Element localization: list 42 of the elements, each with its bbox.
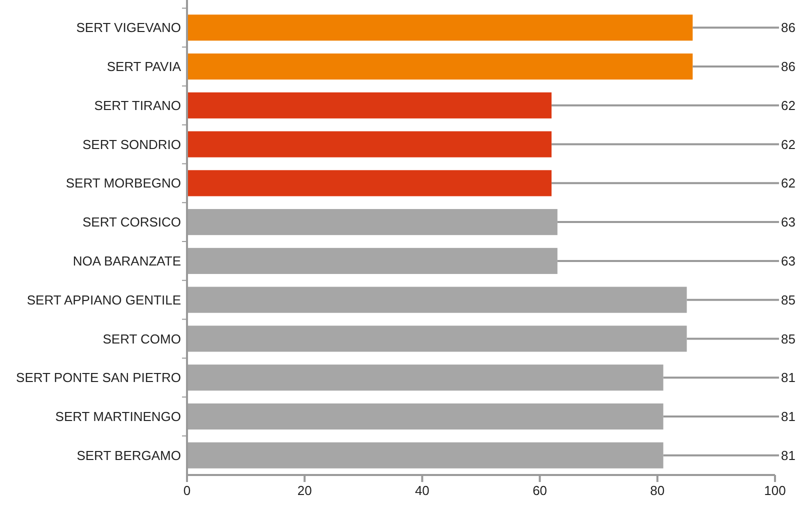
y-tick-label: SERT MORBEGNO — [66, 176, 181, 191]
y-tick-label: NOA BARANZATE — [72, 253, 182, 268]
y-tick-label: SERT MARTINENGO — [55, 409, 181, 424]
data-label: 85 — [781, 331, 796, 346]
y-tick-label: SERT TIRANO — [94, 98, 181, 113]
bar — [187, 170, 552, 196]
y-tick-label: SERT PAVIA — [106, 59, 182, 74]
y-tick-label: SERT PONTE SAN PIETRO — [16, 370, 181, 386]
data-label: 63 — [781, 214, 796, 230]
x-tick-label: 80 — [650, 483, 665, 498]
data-label: 63 — [781, 253, 796, 268]
y-tick-label: SERT APPIANO GENTILE — [26, 292, 182, 308]
y-tick-label: SERT CORSICO — [82, 214, 181, 230]
bar — [187, 326, 687, 352]
data-label: 81 — [781, 409, 796, 424]
bar — [187, 442, 664, 468]
data-label: 62 — [781, 136, 796, 152]
x-tick-label: 0 — [183, 483, 191, 498]
bar — [187, 403, 664, 430]
data-label: 85 — [781, 292, 796, 308]
y-tick-label: SERT SONDRIO — [82, 136, 181, 152]
y-tick-label: SERT BERGAMO — [76, 448, 181, 463]
data-label: 86 — [781, 59, 796, 74]
bar — [187, 92, 552, 118]
bar — [187, 53, 693, 80]
data-label: 81 — [781, 370, 796, 386]
data-label: 86 — [781, 20, 796, 36]
bar — [187, 14, 693, 41]
y-tick-label: SERT VIGEVANO — [76, 20, 181, 36]
y-tick-label: SERT COMO — [102, 331, 181, 346]
x-tick-label: 100 — [764, 483, 786, 498]
x-tick-label: 20 — [297, 483, 312, 498]
bar — [187, 286, 687, 313]
bar — [187, 248, 558, 274]
data-label: 62 — [781, 98, 796, 113]
data-label: 81 — [781, 448, 796, 463]
x-tick-label: 40 — [414, 483, 430, 498]
bar — [187, 209, 558, 236]
bar — [187, 364, 664, 391]
bar — [187, 131, 552, 158]
data-label: 62 — [781, 176, 796, 191]
x-tick-label: 60 — [532, 483, 548, 498]
